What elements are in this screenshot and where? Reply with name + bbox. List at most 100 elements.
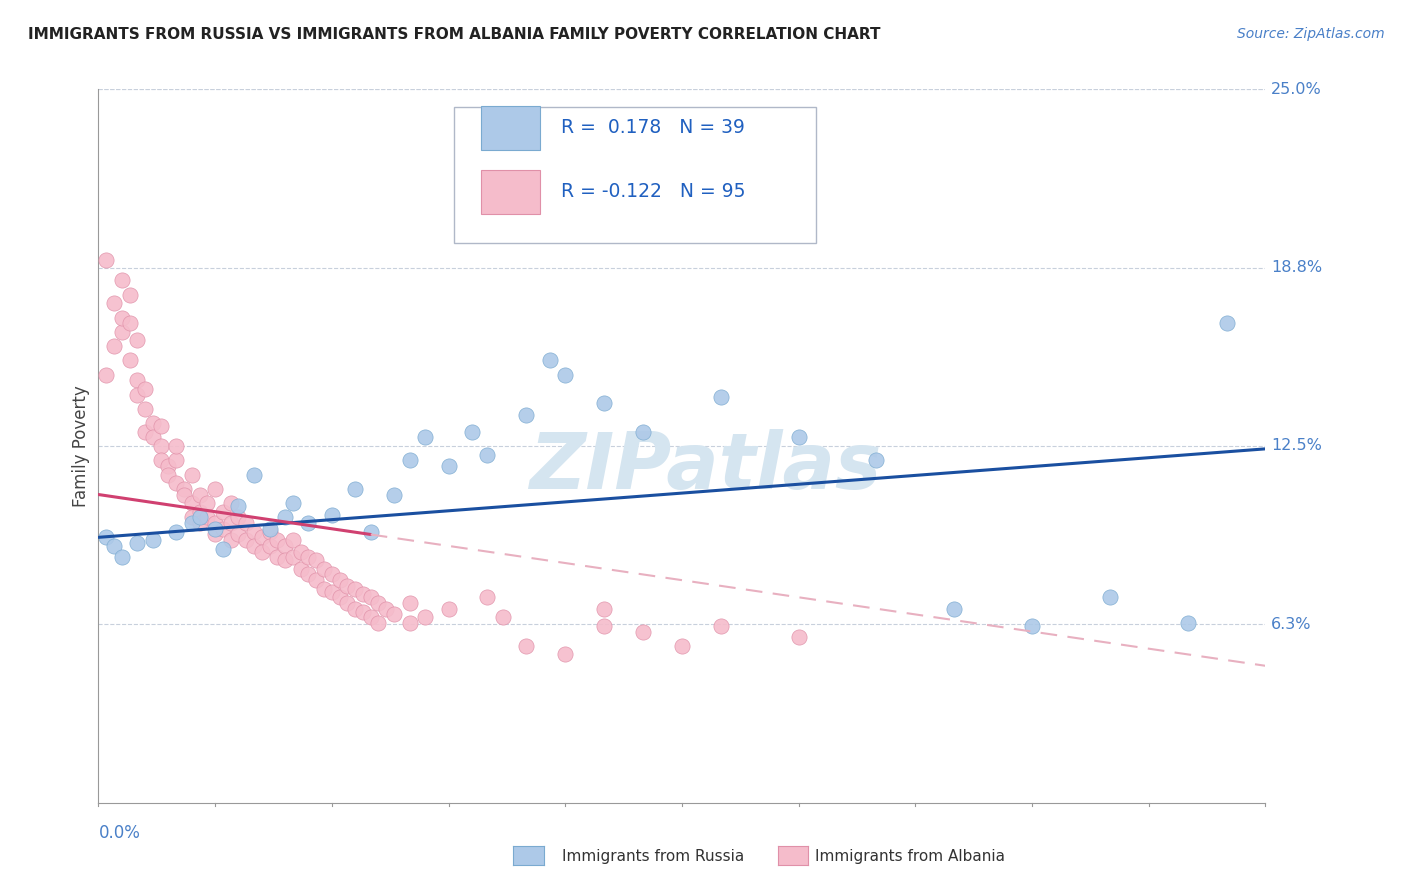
Point [165,524,187,539]
Point [297,516,319,530]
Point [344,601,367,615]
Point [329,573,352,587]
Point [477,591,499,605]
Point [398,596,420,610]
Point [103,339,125,353]
Point [228,510,250,524]
Point [165,439,187,453]
Point [96,253,118,268]
Point [413,430,436,444]
Point [1098,591,1121,605]
Point [195,510,218,524]
Point [290,544,312,558]
Point [250,544,273,558]
Point [111,273,134,287]
Point [103,296,125,310]
Point [180,467,202,482]
Point [336,579,359,593]
Point [96,530,118,544]
Point [631,425,654,439]
Point [134,382,156,396]
FancyBboxPatch shape [454,107,815,243]
Point [219,533,242,548]
Point [180,496,202,510]
Point [259,524,281,539]
Point [382,487,405,501]
Point [243,539,266,553]
Point [188,516,211,530]
Text: 0.0%: 0.0% [98,824,141,842]
Point [259,539,281,553]
Point [228,499,250,513]
Point [142,430,165,444]
Point [235,516,257,530]
Point [344,582,367,596]
Point [329,591,352,605]
Point [111,550,134,565]
Point [134,401,156,416]
Point [173,487,195,501]
Point [188,487,211,501]
Point [157,467,180,482]
Bar [481,105,540,150]
Point [515,408,537,422]
Text: Immigrants from Russia: Immigrants from Russia [562,849,745,863]
Text: Immigrants from Albania: Immigrants from Albania [815,849,1005,863]
Point [228,527,250,541]
Point [204,482,226,496]
Y-axis label: Family Poverty: Family Poverty [72,385,90,507]
Point [118,316,141,330]
Point [281,550,304,565]
Point [865,453,887,467]
Bar [481,169,540,214]
Point [593,619,616,633]
Point [142,416,165,430]
Point [290,562,312,576]
Point [305,573,328,587]
Text: R =  0.178   N = 39: R = 0.178 N = 39 [561,119,744,137]
Point [1021,619,1043,633]
Text: 25.0%: 25.0% [1271,82,1322,96]
Point [413,610,436,624]
Point [477,448,499,462]
Point [235,533,257,548]
Text: ZIPatlas: ZIPatlas [529,429,882,506]
Point [219,496,242,510]
Point [180,516,202,530]
Point [127,536,149,550]
Point [538,353,561,368]
Point [943,601,966,615]
Point [250,530,273,544]
Point [188,510,211,524]
Point [321,567,343,582]
Point [305,553,328,567]
Point [492,610,515,624]
Point [195,496,218,510]
Point [321,508,343,522]
Point [204,527,226,541]
Point [165,476,187,491]
Point [297,550,319,565]
Point [281,496,304,510]
Point [398,453,420,467]
Point [219,516,242,530]
Point [367,596,389,610]
Point [437,601,460,615]
Text: 6.3%: 6.3% [1271,617,1312,632]
Point [461,425,484,439]
Point [173,482,195,496]
Point [437,458,460,473]
Point [593,396,616,410]
Point [375,601,398,615]
Point [212,541,235,556]
Point [321,584,343,599]
Point [165,453,187,467]
Point [212,505,235,519]
Point [398,615,420,630]
Point [188,505,211,519]
Point [360,591,382,605]
Point [157,458,180,473]
Point [149,439,172,453]
Point [281,533,304,548]
Point [111,310,134,325]
